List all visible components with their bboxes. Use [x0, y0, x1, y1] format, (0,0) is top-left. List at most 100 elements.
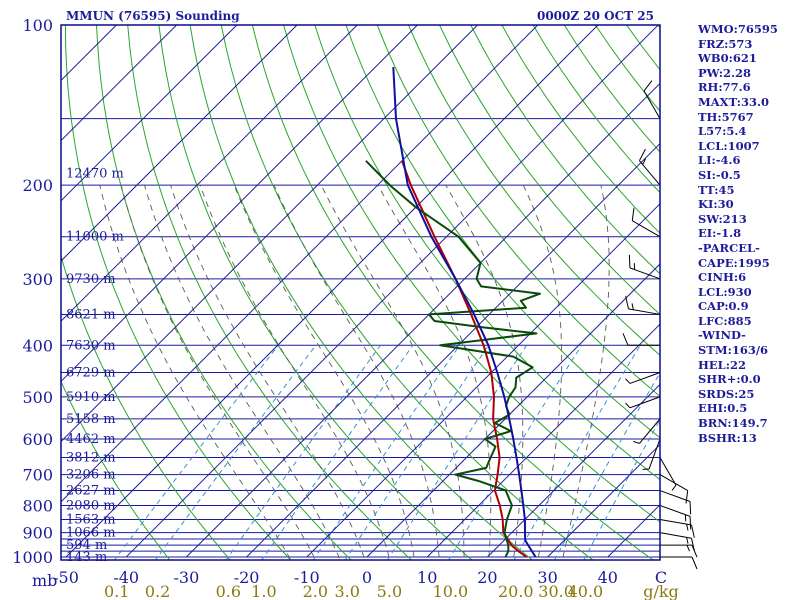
height-label: 594 m: [66, 538, 107, 553]
temperature-tick-label: -30: [174, 568, 200, 587]
wind-barb: [659, 504, 692, 530]
moist-adiabat: [445, 184, 524, 560]
index-line: BSHR:13: [698, 430, 757, 445]
temperature-tick-label: -50: [53, 568, 79, 587]
dry-adiabat: [158, 25, 473, 560]
pressure-tick-label: 500: [22, 388, 53, 407]
dry-adiabat: [127, 25, 413, 560]
isotherm-line: [366, 263, 660, 558]
pressure-tick-label: 400: [22, 336, 53, 355]
wind-barb: [638, 148, 661, 186]
dry-adiabat: [283, 25, 660, 523]
index-line: MAXT:33.0: [698, 94, 769, 109]
mixing-ratio-line: [583, 418, 660, 560]
dry-adiabat: [439, 25, 660, 316]
index-line: SHR+:0.0: [698, 372, 761, 387]
wind-barb: [631, 207, 661, 238]
pressure-tick-label: 900: [22, 524, 53, 543]
height-label: 4462 m: [66, 432, 116, 447]
height-label: 2627 m: [66, 484, 116, 499]
index-line: TT:45: [698, 182, 735, 197]
temperature-tick-label: -20: [234, 568, 260, 587]
isotherm-line: [61, 25, 418, 383]
dry-adiabat: [470, 25, 660, 275]
height-label: 1563 m: [66, 513, 116, 528]
pressure-tick-label: 200: [22, 176, 53, 195]
temperature-tick-label: 30: [537, 568, 557, 587]
index-line: HEL:22: [698, 357, 746, 372]
index-line: WMO:76595: [698, 22, 778, 36]
moist-adiabat: [522, 184, 563, 560]
height-label: 3812 m: [66, 451, 116, 466]
mixing-ratio-tick-label: 0.6: [216, 582, 241, 600]
mixing-ratio-tick-label: 0.1: [104, 582, 129, 600]
dry-adiabat: [314, 25, 660, 481]
temperature-tick-label: 0: [362, 568, 372, 587]
index-line: STM:163/6: [698, 343, 769, 358]
moist-adiabat: [99, 184, 292, 560]
wind-barb: [660, 544, 698, 558]
isotherm-line: [426, 323, 660, 558]
index-line: L57:5.4: [698, 124, 747, 139]
index-line: -PARCEL-: [698, 240, 760, 255]
height-label: 7630 m: [66, 338, 116, 353]
dry-adiabat: [61, 380, 171, 560]
plot-frame: [60, 24, 661, 561]
pressure-tick-label: 800: [22, 496, 53, 515]
isotherm-line: [61, 25, 478, 443]
index-line: EHI:0.5: [698, 401, 748, 416]
isotherm-line: [65, 25, 599, 558]
height-label: 11000 m: [66, 230, 124, 245]
dry-adiabat: [64, 25, 292, 560]
temperature-tick-label: -10: [294, 568, 320, 587]
isotherm-line: [61, 25, 177, 142]
pressure-tick-label: 1000: [12, 548, 53, 567]
mixing-ratio-tick-label: 20.0: [498, 582, 534, 600]
isobar-lines: [61, 24, 660, 558]
mixing-ratio-tick-label: 10.0: [433, 582, 469, 600]
parcel-profile: [392, 67, 537, 558]
isotherm-line: [306, 203, 660, 558]
pressure-tick-label: 600: [22, 430, 53, 449]
index-line: WB0:621: [698, 51, 757, 66]
moist-adiabat: [170, 184, 366, 560]
isotherm-line: [61, 25, 298, 262]
wind-barb: [625, 296, 661, 315]
height-label: 9730 m: [66, 272, 116, 287]
height-label: 5910 m: [66, 390, 116, 405]
isotherm-line: [186, 82, 660, 558]
index-line: BRN:149.7: [698, 416, 768, 431]
isotherm-line: [61, 25, 539, 503]
sounding-profiles: [365, 67, 541, 558]
height-label: 3206 m: [66, 468, 116, 483]
isotherm-line: [61, 25, 358, 322]
mixing-ratio-line: [154, 344, 317, 560]
pressure-unit-label: mb: [32, 571, 57, 590]
temperature-tick-label: 40: [598, 568, 618, 587]
temperature-tick-label: -40: [113, 568, 139, 587]
mixing-ratio-tick-label: 30.0: [538, 582, 574, 600]
wind-barb: [622, 333, 660, 346]
wind-barb: [628, 254, 661, 280]
pressure-tick-label: 700: [22, 466, 53, 485]
mixing-ratio-line: [344, 345, 490, 560]
moist-adiabat: [377, 184, 492, 560]
temperature-axis-labels: -50 -40 -30 -20 -10 0 10 20 30 40 C: [53, 568, 667, 587]
wind-barb: [659, 490, 692, 515]
wind-barb: [625, 396, 661, 409]
isotherm-line: [125, 25, 659, 558]
dry-adiabat: [61, 254, 231, 560]
chart-title: MMUN (76595) Sounding: [66, 9, 240, 23]
mixing-ratio-tick-label: 1.0: [251, 582, 276, 600]
index-line: CAPE:1995: [698, 255, 770, 270]
index-line: FRZ:573: [698, 36, 753, 51]
height-label: 1066 m: [66, 526, 116, 541]
index-line: RH:77.6: [698, 80, 751, 95]
mixing-ratio-tick-label: 5.0: [377, 582, 402, 600]
index-line: LI:-4.6: [698, 153, 741, 168]
moist-adiabat: [120, 184, 317, 560]
wind-barb: [633, 418, 661, 444]
dry-adiabat: [345, 25, 660, 439]
height-label: 8621 m: [66, 307, 116, 322]
